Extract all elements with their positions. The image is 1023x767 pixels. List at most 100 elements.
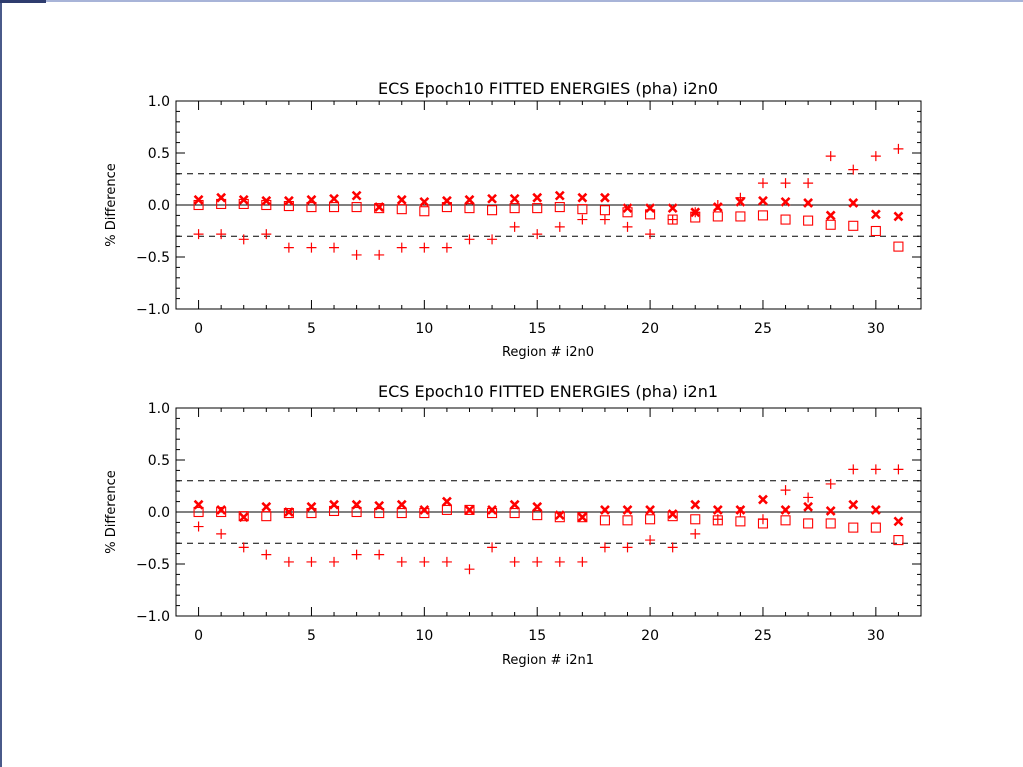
square-marker <box>667 511 678 522</box>
x-tick-label: 30 <box>867 628 885 644</box>
x-marker <box>351 190 362 201</box>
plus-marker <box>870 464 881 475</box>
plus-marker <box>554 221 565 232</box>
square-marker <box>803 215 814 226</box>
square-marker <box>825 219 836 230</box>
square-marker <box>735 211 746 222</box>
plus-marker <box>396 242 407 253</box>
x-marker <box>735 196 746 207</box>
plot-title: ECS Epoch10 FITTED ENERGIES (pha) i2n1 <box>378 382 718 401</box>
plus-marker <box>532 229 543 240</box>
square-marker <box>193 199 204 211</box>
x-marker <box>870 209 881 220</box>
x-marker <box>600 192 610 203</box>
square-marker <box>306 507 317 519</box>
plus-marker <box>667 214 678 225</box>
plus-marker <box>780 485 791 496</box>
square-marker <box>599 205 610 216</box>
square-marker <box>238 511 249 522</box>
square-marker <box>328 505 340 517</box>
plus-marker <box>667 542 678 553</box>
square-marker <box>757 518 769 529</box>
x-marker <box>283 195 294 206</box>
square-marker <box>554 512 565 523</box>
square-marker <box>712 211 723 222</box>
x-marker <box>893 516 904 527</box>
plus-marker <box>622 542 633 553</box>
x-marker <box>487 505 497 515</box>
x-marker <box>622 505 633 515</box>
window-frame-left <box>0 0 2 767</box>
plus-marker <box>261 229 272 240</box>
plot-title: ECS Epoch10 FITTED ENERGIES (pha) i2n0 <box>378 79 718 98</box>
plus-marker <box>870 151 881 162</box>
y-tick-label: 0.0 <box>148 505 170 521</box>
x-marker <box>735 505 746 515</box>
x-marker <box>441 496 452 507</box>
plus-marker <box>216 528 227 539</box>
plus-marker <box>780 178 791 189</box>
plus-marker <box>419 556 430 567</box>
plus-marker <box>893 143 904 154</box>
plot-panel-i2n0: ECS Epoch10 FITTED ENERGIES (pha) i2n0 R… <box>104 79 922 360</box>
x-marker <box>690 499 701 510</box>
x-marker <box>441 195 452 206</box>
square-marker <box>464 504 475 515</box>
y-axis-label: % Difference <box>104 470 119 554</box>
window-frame-top <box>0 0 1023 2</box>
plus-marker <box>329 242 340 253</box>
x-marker <box>216 192 227 203</box>
plus-marker <box>599 542 610 553</box>
plus-marker <box>825 151 836 162</box>
window-frame-corner <box>0 0 46 3</box>
square-marker <box>532 510 543 521</box>
plus-marker <box>238 234 249 245</box>
x-marker <box>870 505 881 515</box>
plus-marker <box>532 556 543 567</box>
x-marker <box>464 505 475 515</box>
square-marker <box>622 515 633 526</box>
x-marker <box>577 192 588 203</box>
x-marker <box>396 194 407 205</box>
plus-marker <box>577 214 588 225</box>
x-marker <box>419 196 430 207</box>
plus-marker <box>599 214 610 225</box>
plus-marker <box>803 492 814 503</box>
square-marker <box>690 212 701 223</box>
square-marker <box>509 507 520 519</box>
square-marker <box>216 198 227 210</box>
x-tick-label: 10 <box>415 321 433 337</box>
square-marker <box>351 506 362 518</box>
y-tick-label: −1.0 <box>136 302 170 318</box>
square-marker <box>261 511 272 522</box>
square-marker <box>396 204 407 215</box>
square-marker <box>893 241 904 252</box>
square-marker <box>554 202 565 213</box>
x-marker <box>645 203 656 214</box>
x-tick-label: 30 <box>867 321 885 337</box>
square-marker <box>577 512 588 523</box>
x-marker <box>464 194 475 205</box>
square-marker <box>261 199 272 211</box>
plus-marker <box>374 249 385 260</box>
square-marker <box>645 209 656 220</box>
x-axis-label: Region # i2n1 <box>502 653 594 668</box>
square-marker <box>667 214 678 225</box>
square-marker <box>351 202 362 213</box>
x-marker <box>758 494 768 505</box>
x-marker <box>509 499 520 510</box>
square-marker <box>532 203 543 214</box>
square-marker <box>283 507 294 519</box>
plus-marker <box>825 478 836 489</box>
plus-marker <box>509 221 520 232</box>
square-marker <box>419 206 430 217</box>
square-marker <box>825 518 836 529</box>
x-marker <box>306 501 317 512</box>
y-tick-label: −0.5 <box>136 557 170 573</box>
x-marker <box>780 505 791 515</box>
x-marker <box>419 505 430 515</box>
x-marker <box>396 499 407 510</box>
x-marker <box>667 203 678 214</box>
x-tick-label: 25 <box>754 628 772 644</box>
